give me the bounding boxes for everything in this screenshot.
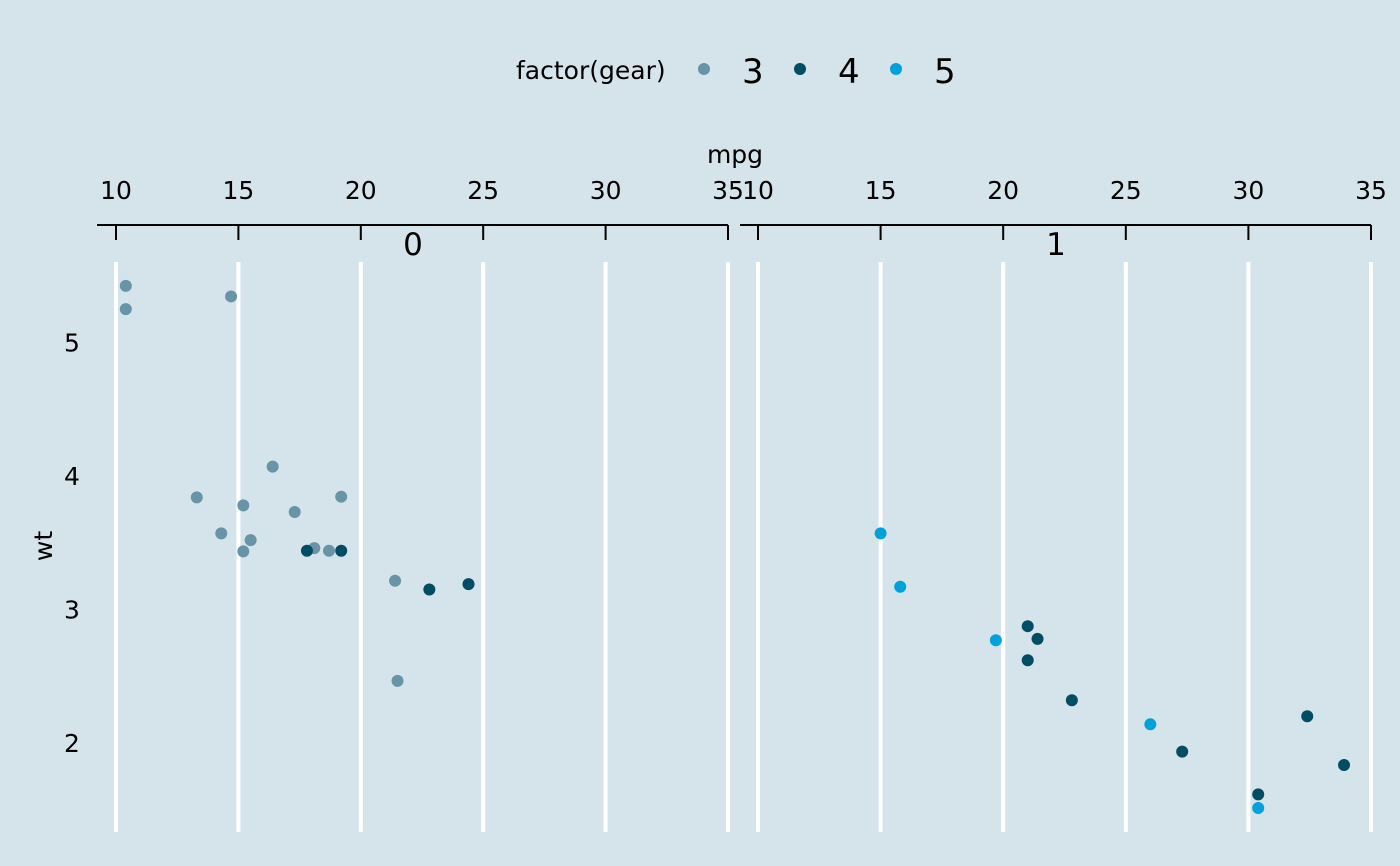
legend-key-gear-4	[794, 63, 806, 75]
legend-label-gear-5: 5	[934, 52, 956, 92]
data-point-gear-5	[1252, 802, 1265, 815]
data-point-gear-4	[1252, 788, 1265, 801]
data-point-gear-4	[462, 578, 475, 591]
x-tick-label: 30	[1232, 176, 1264, 205]
data-point-gear-3	[288, 506, 301, 519]
data-point-gear-3	[389, 574, 402, 587]
legend-label-gear-4: 4	[838, 52, 860, 92]
y-tick-label: 3	[64, 596, 80, 625]
data-point-gear-5	[989, 634, 1002, 647]
data-point-gear-4	[1065, 694, 1078, 707]
data-point-gear-3	[266, 460, 279, 473]
x-tick-label: 35	[712, 176, 744, 205]
data-point-gear-3	[119, 279, 132, 292]
x-tick-label: 20	[987, 176, 1019, 205]
facet-panel-0: 10 15 20 25 30 35 0	[97, 176, 744, 832]
x-tick-label: 25	[1110, 176, 1142, 205]
data-point-gear-5	[874, 527, 887, 540]
legend-key-gear-5	[890, 63, 902, 75]
data-point-gear-3	[244, 534, 257, 547]
data-point-gear-4	[423, 583, 436, 596]
data-point-gear-3	[335, 490, 348, 503]
legend-title: factor(gear)	[516, 56, 666, 85]
x-tick-label: 30	[590, 176, 622, 205]
y-tick-label: 2	[64, 729, 80, 758]
x-tick-label: 15	[865, 176, 897, 205]
x-axis-title: mpg	[707, 140, 763, 169]
y-tick-label: 5	[64, 329, 80, 358]
x-tick-label: 20	[345, 176, 377, 205]
facet-strip-label: 0	[403, 227, 423, 263]
x-tick-label: 35	[1355, 176, 1387, 205]
data-point-gear-5	[894, 580, 907, 593]
data-point-gear-4	[1176, 745, 1189, 758]
legend: factor(gear) 3 4 5	[516, 52, 956, 92]
data-point-gear-5	[1144, 718, 1157, 731]
facet-strip-label: 1	[1046, 227, 1066, 263]
data-point-gear-4	[1031, 632, 1044, 645]
data-point-gear-3	[322, 544, 335, 557]
x-tick-label: 10	[742, 176, 774, 205]
facet-panel-1: 10 15 20 25 30 35 1	[740, 176, 1387, 832]
data-point-gear-3	[237, 545, 250, 558]
data-point-gear-4	[1021, 620, 1034, 633]
x-tick-label: 15	[222, 176, 254, 205]
data-point-gear-4	[335, 544, 348, 557]
data-point-gear-3	[190, 491, 203, 504]
data-point-gear-4	[1301, 710, 1314, 723]
data-point-gear-3	[391, 674, 404, 687]
y-tick-labels: 2 3 4 5	[64, 329, 80, 759]
legend-label-gear-3: 3	[742, 52, 764, 92]
data-point-gear-4	[300, 544, 313, 557]
data-point-gear-4	[1338, 759, 1351, 772]
y-tick-label: 4	[64, 462, 80, 491]
x-tick-label: 10	[100, 176, 132, 205]
legend-key-gear-3	[698, 63, 710, 75]
x-tick-label: 25	[467, 176, 499, 205]
y-axis-title: wt	[29, 531, 58, 561]
data-point-gear-4	[1021, 654, 1034, 667]
data-point-gear-3	[225, 290, 238, 303]
data-point-gear-3	[215, 527, 228, 540]
data-point-gear-3	[119, 303, 132, 316]
data-point-gear-3	[237, 499, 250, 512]
